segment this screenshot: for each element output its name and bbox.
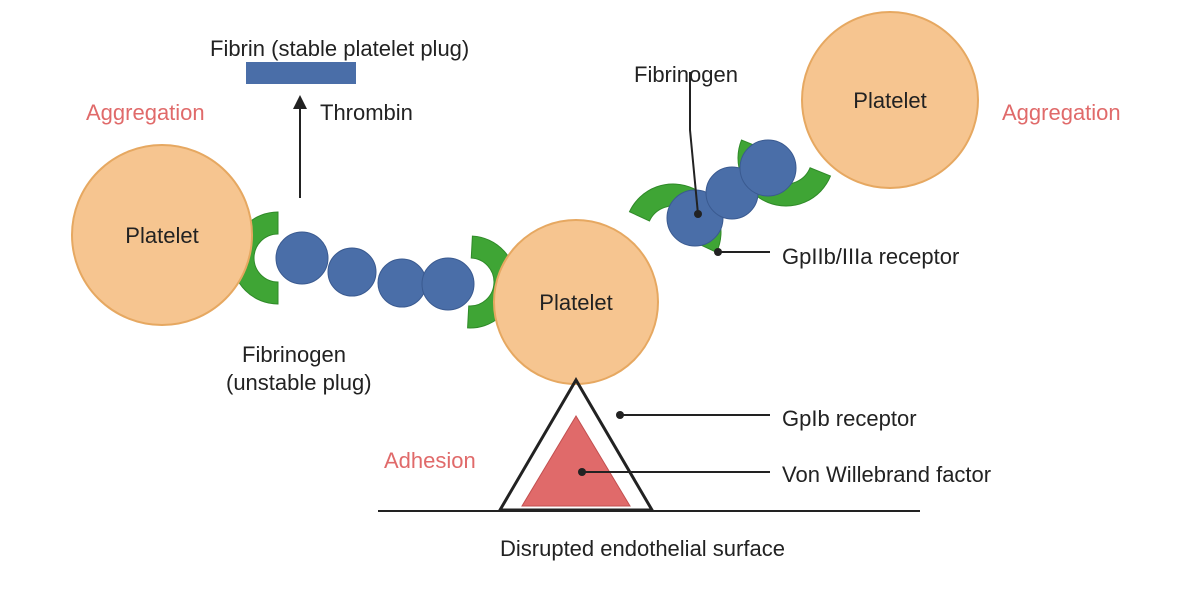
fibrin-bar — [246, 62, 356, 84]
label-fibrinogen-top: Fibrinogen — [634, 62, 738, 88]
vwf-triangle — [522, 416, 630, 506]
label-gpiib: GpIIb/IIIa receptor — [782, 244, 959, 270]
thrombin-arrow-head — [293, 95, 307, 109]
label-aggregation-right: Aggregation — [1002, 100, 1121, 126]
label-fibrinogen-unstable-2: (unstable plug) — [226, 370, 372, 396]
fibrinogen-circle — [378, 259, 426, 307]
pointer-dot — [714, 248, 722, 256]
diagram-stage: Platelet Platelet Platelet Fibrin (stable … — [0, 0, 1200, 587]
label-vwf: Von Willebrand factor — [782, 462, 991, 488]
label-aggregation-left: Aggregation — [86, 100, 205, 126]
label-fibrin-title: Fibrin (stable platelet plug) — [210, 36, 469, 62]
pointer-dot — [694, 210, 702, 218]
platelet-label: Platelet — [853, 88, 926, 113]
label-thrombin: Thrombin — [320, 100, 413, 126]
fibrinogen-circle — [422, 258, 474, 310]
label-adhesion: Adhesion — [384, 448, 476, 474]
pointer-dot — [578, 468, 586, 476]
fibrinogen-circle — [740, 140, 796, 196]
label-endothelial: Disrupted endothelial surface — [500, 536, 785, 562]
diagram-svg: Platelet Platelet Platelet — [0, 0, 1200, 587]
pointer-dot — [616, 411, 624, 419]
platelet-label: Platelet — [125, 223, 198, 248]
label-fibrinogen-unstable-1: Fibrinogen — [242, 342, 346, 368]
fibrinogen-circle — [328, 248, 376, 296]
platelet-label: Platelet — [539, 290, 612, 315]
fibrinogen-circle — [276, 232, 328, 284]
label-gpib: GpIb receptor — [782, 406, 917, 432]
